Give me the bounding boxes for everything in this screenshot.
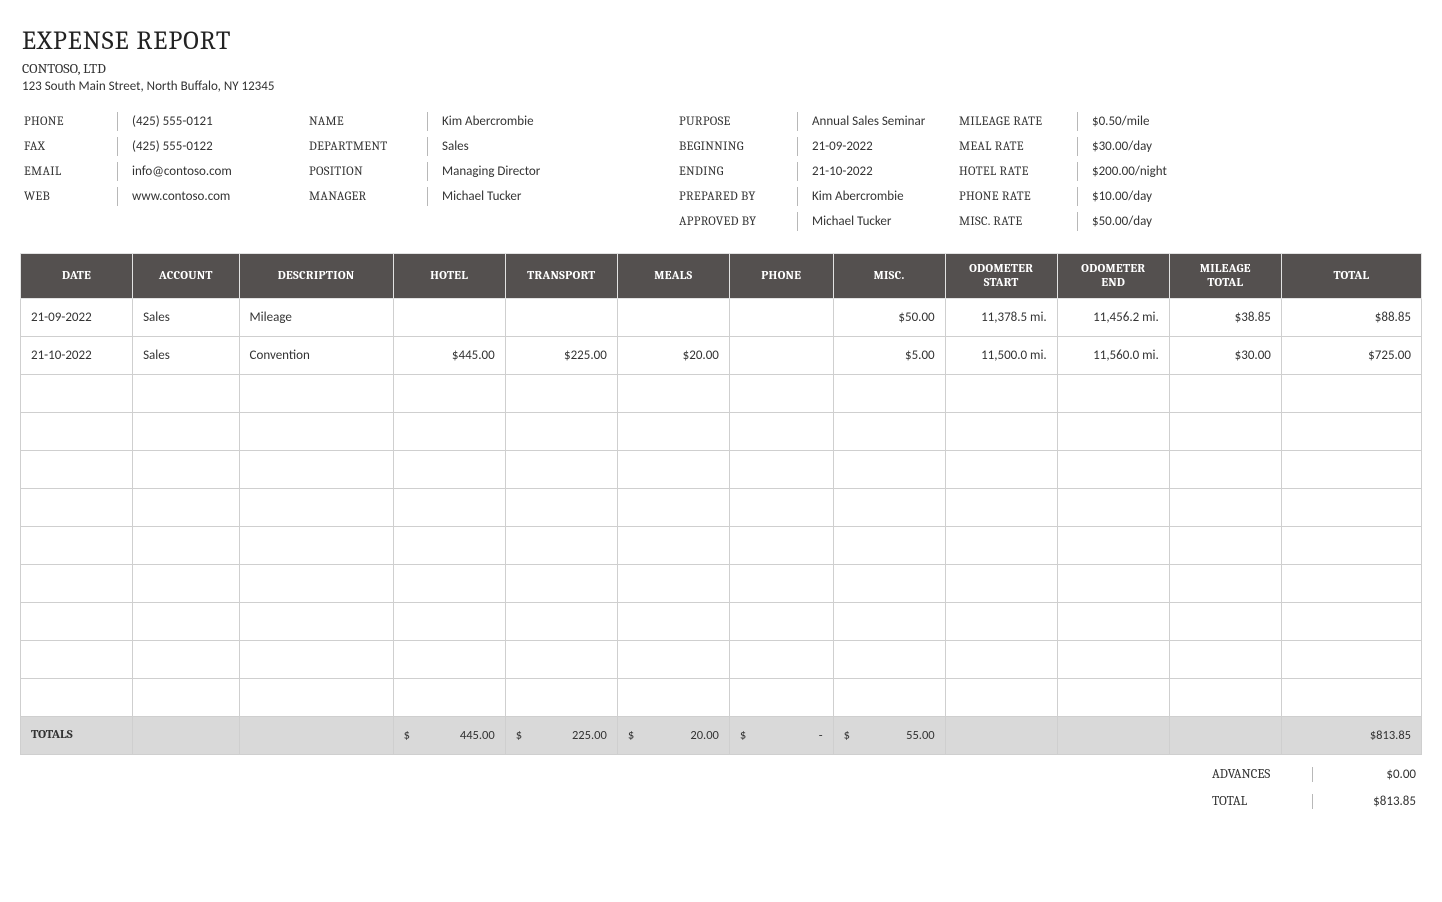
misc-rate-label: MISC. RATE	[957, 213, 1077, 231]
prep-value: Kim Abercrombie	[797, 187, 957, 206]
table-row: 21-10-2022SalesConvention$445.00$225.00$…	[21, 336, 1422, 374]
column-header: ODOMETERSTART	[945, 254, 1057, 299]
advances-label: ADVANCES	[1212, 767, 1312, 782]
cell-desc: Mileage	[239, 298, 393, 336]
phone-rate-value: $10.00/day	[1077, 187, 1187, 206]
table-row-empty	[21, 526, 1422, 564]
misc-rate-value: $50.00/day	[1077, 212, 1187, 231]
column-header: MISC.	[833, 254, 945, 299]
meal-rate-label: MEAL RATE	[957, 138, 1077, 156]
web-value: www.contoso.com	[117, 187, 307, 206]
cell-misc: $5.00	[833, 336, 945, 374]
totals-row: TOTALS$445.00$225.00$20.00$-$55.00$813.8…	[21, 716, 1422, 754]
table-row-empty	[21, 678, 1422, 716]
cell-mileage_total: $30.00	[1169, 336, 1281, 374]
cell-mileage_total: $38.85	[1169, 298, 1281, 336]
cell-meals: $20.00	[617, 336, 729, 374]
column-header: TOTAL	[1281, 254, 1421, 299]
mgr-value: Michael Tucker	[427, 187, 677, 206]
pos-value: Managing Director	[427, 162, 677, 181]
cell-total: $88.85	[1281, 298, 1421, 336]
table-header-row: DATEACCOUNTDESCRIPTIONHOTELTRANSPORTMEAL…	[21, 254, 1422, 299]
total-label: TOTAL	[1212, 794, 1312, 809]
appr-label: APPROVED BY	[677, 213, 797, 231]
table-row-empty	[21, 488, 1422, 526]
mileage-rate-value: $0.50/mile	[1077, 112, 1187, 131]
column-header: ACCOUNT	[133, 254, 239, 299]
meal-rate-value: $30.00/day	[1077, 137, 1187, 156]
cell-phone	[729, 298, 833, 336]
column-header: MILEAGETOTAL	[1169, 254, 1281, 299]
cell-total: $725.00	[1281, 336, 1421, 374]
end-value: 21-10-2022	[797, 162, 957, 181]
table-row: 21-09-2022SalesMileage $50.0011,378.5 mi.…	[21, 298, 1422, 336]
web-label: WEB	[22, 188, 117, 206]
column-header: DATE	[21, 254, 133, 299]
column-header: ODOMETEREND	[1057, 254, 1169, 299]
advances-value: $0.00	[1312, 767, 1422, 782]
name-value: Kim Abercrombie	[427, 112, 677, 131]
column-header: HOTEL	[393, 254, 505, 299]
dept-value: Sales	[427, 137, 677, 156]
hotel-rate-label: HOTEL RATE	[957, 163, 1077, 181]
total-value: $813.85	[1312, 794, 1422, 809]
hotel-rate-value: $200.00/night	[1077, 162, 1187, 181]
cell-odo_start: 11,500.0 mi.	[945, 336, 1057, 374]
company-address: 123 South Main Street, North Buffalo, NY…	[22, 79, 1422, 94]
cell-account: Sales	[133, 336, 239, 374]
name-label: NAME	[307, 113, 427, 131]
cell-transport	[505, 298, 617, 336]
table-row-empty	[21, 374, 1422, 412]
cell-transport: $225.00	[505, 336, 617, 374]
expense-table: DATEACCOUNTDESCRIPTIONHOTELTRANSPORTMEAL…	[20, 253, 1422, 755]
cell-date: 21-09-2022	[21, 298, 133, 336]
phone-value: (425) 555-0121	[117, 112, 307, 131]
table-row-empty	[21, 564, 1422, 602]
cell-desc: Convention	[239, 336, 393, 374]
appr-value: Michael Tucker	[797, 212, 957, 231]
summary-block: ADVANCES $0.00 TOTAL $813.85	[20, 767, 1422, 809]
table-row-empty	[21, 412, 1422, 450]
purpose-value: Annual Sales Seminar	[797, 112, 957, 131]
cell-misc: $50.00	[833, 298, 945, 336]
cell-hotel	[393, 298, 505, 336]
purpose-label: PURPOSE	[677, 113, 797, 131]
dept-label: DEPARTMENT	[307, 138, 427, 156]
table-row-empty	[21, 602, 1422, 640]
table-row-empty	[21, 640, 1422, 678]
begin-value: 21-09-2022	[797, 137, 957, 156]
phone-rate-label: PHONE RATE	[957, 188, 1077, 206]
cell-account: Sales	[133, 298, 239, 336]
info-grid: PHONE (425) 555-0121 NAME Kim Abercrombi…	[22, 112, 1420, 231]
phone-label: PHONE	[22, 113, 117, 131]
fax-value: (425) 555-0122	[117, 137, 307, 156]
cell-date: 21-10-2022	[21, 336, 133, 374]
fax-label: FAX	[22, 138, 117, 156]
page-title: EXPENSE REPORT	[22, 26, 1422, 56]
cell-odo_end: 11,560.0 mi.	[1057, 336, 1169, 374]
prep-label: PREPARED BY	[677, 188, 797, 206]
cell-phone	[729, 336, 833, 374]
advances-row: ADVANCES $0.00	[20, 767, 1422, 782]
column-header: PHONE	[729, 254, 833, 299]
column-header: DESCRIPTION	[239, 254, 393, 299]
total-row: TOTAL $813.85	[20, 794, 1422, 809]
table-row-empty	[21, 450, 1422, 488]
pos-label: POSITION	[307, 163, 427, 181]
column-header: MEALS	[617, 254, 729, 299]
begin-label: BEGINNING	[677, 138, 797, 156]
cell-meals	[617, 298, 729, 336]
email-value: info@contoso.com	[117, 162, 307, 181]
email-label: EMAIL	[22, 163, 117, 181]
company-name: CONTOSO, LTD	[22, 60, 1422, 77]
cell-hotel: $445.00	[393, 336, 505, 374]
cell-odo_end: 11,456.2 mi.	[1057, 298, 1169, 336]
mileage-rate-label: MILEAGE RATE	[957, 113, 1077, 131]
mgr-label: MANAGER	[307, 188, 427, 206]
cell-odo_start: 11,378.5 mi.	[945, 298, 1057, 336]
end-label: ENDING	[677, 163, 797, 181]
column-header: TRANSPORT	[505, 254, 617, 299]
